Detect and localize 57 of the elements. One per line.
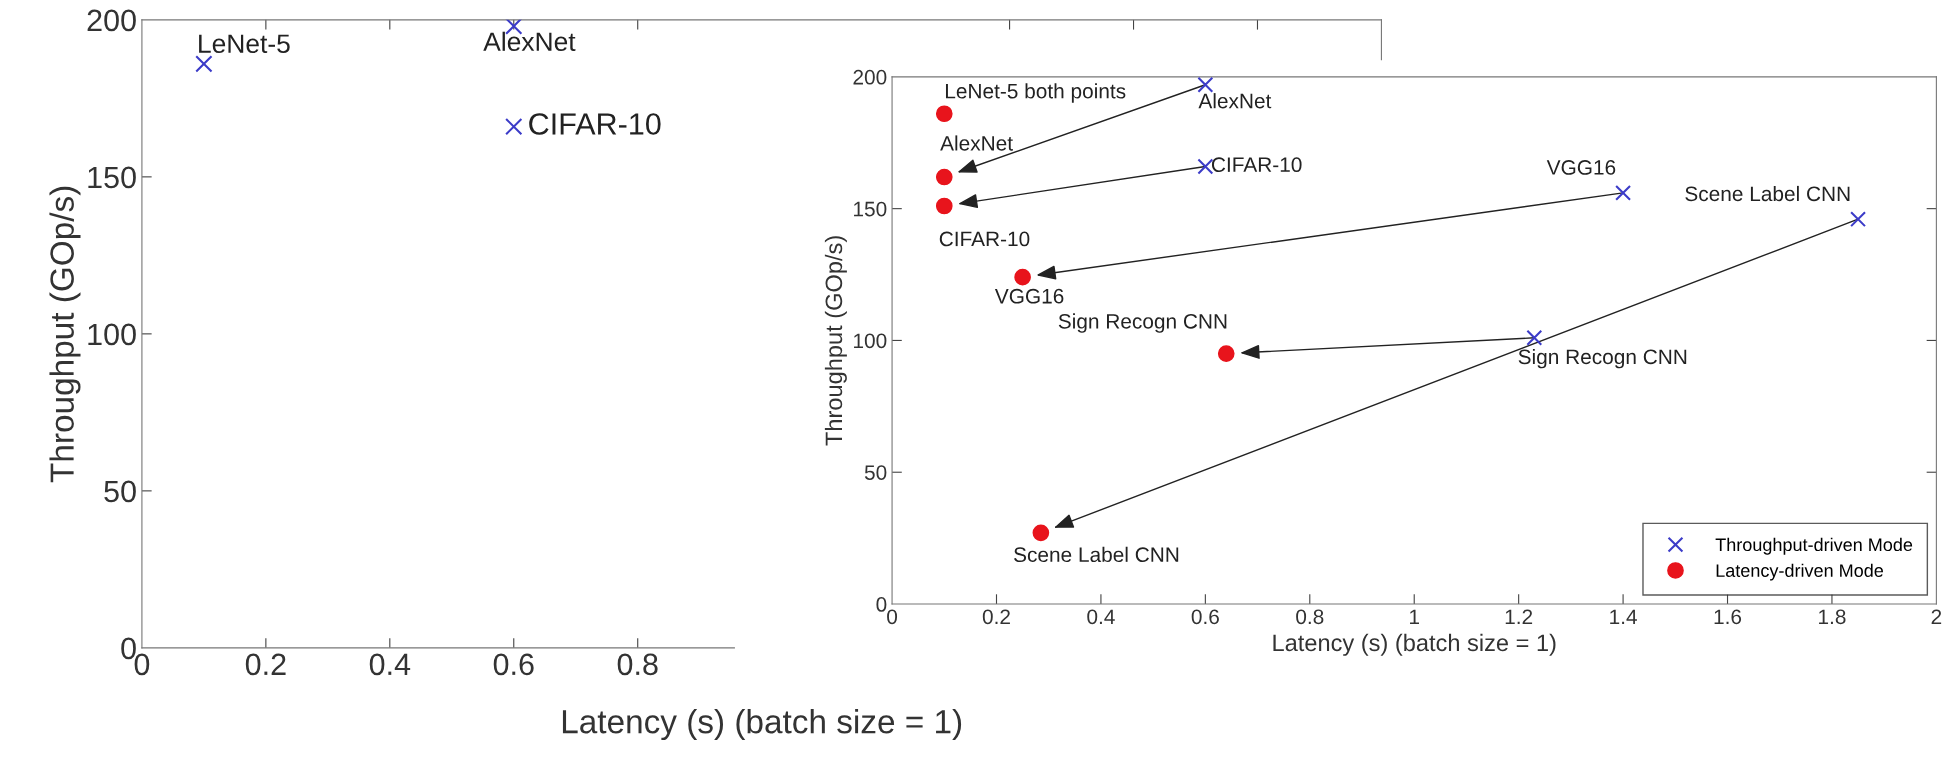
x-tick-label: 0.2 xyxy=(982,609,1010,625)
point xyxy=(1197,158,1214,175)
annotation: LeNet-5 both points xyxy=(945,83,1126,103)
y-tick-label: 100 xyxy=(88,323,136,346)
y-tick-label: 0 xyxy=(876,597,887,612)
x-tick-label: 1.2 xyxy=(1505,609,1533,624)
y-tick-label: 0 xyxy=(121,637,136,660)
y-tick-label: 100 xyxy=(854,333,887,349)
point xyxy=(1217,345,1235,362)
x-tick-label: 0 xyxy=(134,653,150,676)
annotation: AlexNet xyxy=(1198,93,1272,109)
y-tick-label: 50 xyxy=(864,465,887,480)
x-tick-label: 0.4 xyxy=(1087,609,1115,625)
y-tick-label: 150 xyxy=(854,201,887,217)
annotation: AlexNet xyxy=(483,31,576,52)
annotation: Scene Label CNN xyxy=(1685,185,1850,202)
legend-label: Latency-driven Mode xyxy=(1716,563,1884,581)
y-axis-title: Throughput (GOp/s) xyxy=(824,236,847,446)
point xyxy=(1197,76,1214,93)
annotation: Scene Label CNN xyxy=(1014,546,1179,563)
x-tick-label: 1 xyxy=(1410,609,1419,624)
x-tick-label: 0.6 xyxy=(493,653,534,676)
x-axis-title: Latency (s) (batch size = 1) xyxy=(562,708,962,741)
x-tick-label: 0.4 xyxy=(369,653,411,676)
annotation: CIFAR-10 xyxy=(939,231,1030,247)
point xyxy=(1032,524,1050,542)
x-tick-label: 1.6 xyxy=(1714,609,1742,625)
point xyxy=(935,168,953,186)
y-tick-label: 150 xyxy=(88,166,136,189)
x-tick-label: 2 xyxy=(1931,609,1942,624)
point xyxy=(1526,329,1543,346)
point xyxy=(935,197,953,215)
y-tick-label: 50 xyxy=(104,480,136,503)
y-axis-title: Throughput (GOp/s) xyxy=(49,186,81,483)
annotation: AlexNet xyxy=(940,135,1013,151)
x-tick-label: 0 xyxy=(887,609,898,625)
y-tick-label: 200 xyxy=(87,9,136,32)
annotation: CIFAR-10 xyxy=(529,113,661,135)
point xyxy=(935,105,953,123)
annotation: LeNet-5 xyxy=(199,34,290,54)
annotation: Sign Recogn CNN xyxy=(1058,313,1227,333)
annotation: VGG16 xyxy=(994,288,1064,304)
annotation: CIFAR-10 xyxy=(1211,157,1302,173)
x-tick-label: 0.2 xyxy=(245,653,286,676)
x-axis-title: Latency (s) (batch size = 1) xyxy=(1273,633,1556,656)
x-tick-label: 0.8 xyxy=(1296,609,1324,625)
x-tick-label: 0.6 xyxy=(1191,609,1219,625)
point xyxy=(1850,211,1867,228)
x-tick-label: 1.8 xyxy=(1819,609,1846,625)
annotation: Sign Recogn CNN xyxy=(1518,348,1687,369)
point xyxy=(1615,184,1632,201)
x-tick-label: 1.4 xyxy=(1610,609,1637,624)
y-tick-label: 200 xyxy=(853,69,887,85)
legend-label: Throughput-driven Mode xyxy=(1715,537,1913,555)
x-tick-label: 0.8 xyxy=(617,653,658,676)
annotation: VGG16 xyxy=(1546,160,1616,175)
point xyxy=(1014,268,1031,286)
